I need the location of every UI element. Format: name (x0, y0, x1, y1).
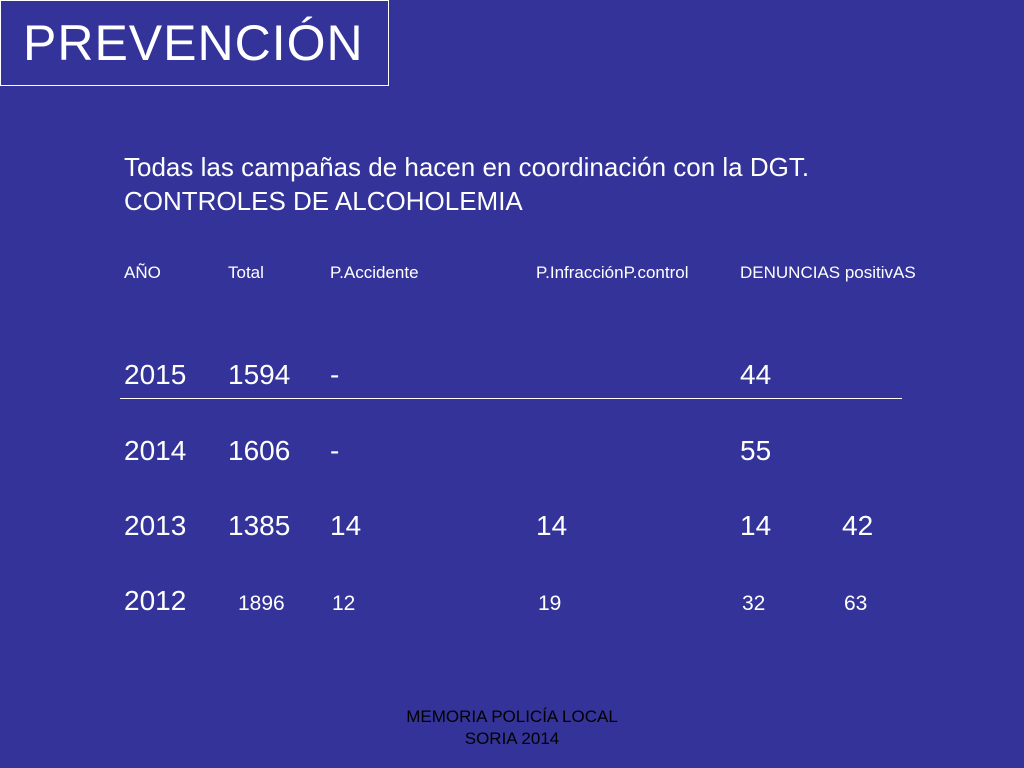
row-2013-positivas: 42 (842, 510, 874, 541)
row-2012-accidente: 12 (332, 592, 356, 615)
row-divider (120, 398, 902, 399)
header-accidente: P.Accidente (330, 263, 419, 282)
row-2012-positivas: 63 (844, 592, 868, 615)
row-2013-total: 1385 (228, 510, 291, 541)
subtitle-line-1: Todas las campañas de hacen en coordinac… (124, 152, 810, 182)
footer: MEMORIA POLICÍA LOCAL SORIA 2014 (370, 706, 654, 750)
header-year: AÑO (124, 263, 161, 282)
header-total: Total (228, 263, 264, 282)
row-2015-control: 44 (740, 359, 772, 390)
row-2014-total: 1606 (228, 435, 291, 466)
row-2012-control: 32 (742, 592, 766, 615)
footer-line-2: SORIA 2014 (464, 729, 560, 748)
row-2015-total: 1594 (228, 359, 291, 390)
row-2013-year: 2013 (124, 510, 187, 541)
subtitle-line-2: CONTROLES DE ALCOHOLEMIA (124, 186, 523, 216)
row-2015-year: 2015 (124, 359, 187, 390)
row-2014-year: 2014 (124, 435, 187, 466)
header-infraccion-control: P.InfracciónP.control (536, 263, 689, 282)
row-2015-accidente: - (330, 359, 340, 390)
subtitle: Todas las campañas de hacen en coordinac… (124, 150, 809, 218)
row-2014-accidente: - (330, 435, 340, 466)
header-denuncias-positivas: DENUNCIAS positivAS (740, 263, 916, 282)
row-2012-total: 1896 (238, 592, 285, 615)
row-2012-year: 2012 (124, 585, 187, 616)
row-2013-accidente: 14 (330, 510, 362, 541)
row-2012-infraccion: 19 (538, 592, 562, 615)
title-box: PREVENCIÓN (0, 0, 389, 86)
row-2013-control: 14 (740, 510, 772, 541)
page-title: PREVENCIÓN (23, 15, 364, 71)
row-2014-control: 55 (740, 435, 772, 466)
row-2013-infraccion: 14 (536, 510, 568, 541)
footer-line-1: MEMORIA POLICÍA LOCAL (406, 707, 618, 726)
